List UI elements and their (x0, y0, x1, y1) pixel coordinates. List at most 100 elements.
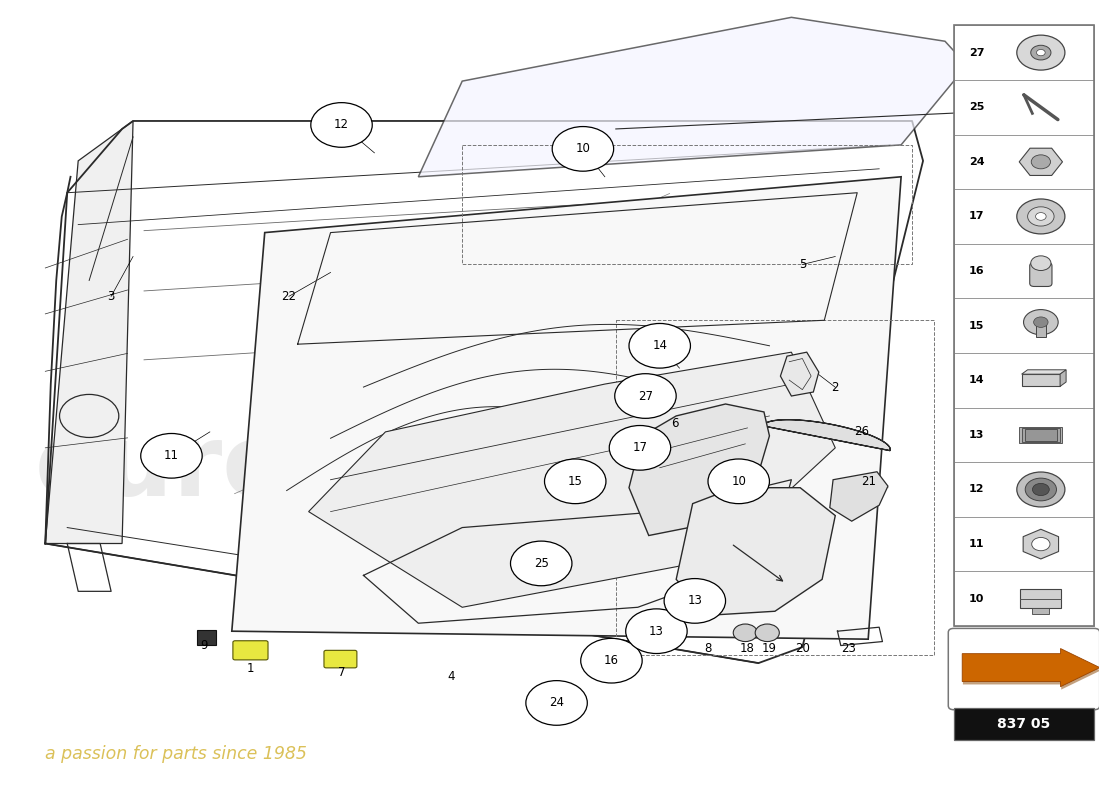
Text: 17: 17 (632, 442, 648, 454)
Text: 6: 6 (671, 418, 679, 430)
Text: 7: 7 (338, 666, 345, 679)
Circle shape (1031, 155, 1050, 169)
Text: 1: 1 (246, 662, 254, 675)
Text: 23: 23 (842, 642, 856, 655)
Text: 24: 24 (549, 697, 564, 710)
Circle shape (581, 638, 642, 683)
Circle shape (552, 126, 614, 171)
Text: 5: 5 (799, 258, 806, 271)
FancyBboxPatch shape (1021, 589, 1062, 608)
Circle shape (1031, 46, 1050, 60)
FancyBboxPatch shape (1022, 428, 1059, 442)
Text: 11: 11 (164, 450, 179, 462)
Text: 24: 24 (969, 157, 984, 167)
Circle shape (1023, 310, 1058, 334)
Polygon shape (232, 177, 901, 639)
FancyBboxPatch shape (954, 298, 1094, 353)
Polygon shape (1023, 530, 1058, 559)
Text: 837 05: 837 05 (998, 717, 1050, 731)
Circle shape (615, 374, 676, 418)
Text: 16: 16 (604, 654, 619, 667)
Text: 16: 16 (969, 266, 984, 276)
Polygon shape (45, 121, 133, 543)
FancyBboxPatch shape (954, 134, 1094, 189)
Text: 19: 19 (762, 642, 777, 655)
FancyBboxPatch shape (1036, 325, 1046, 337)
FancyBboxPatch shape (954, 708, 1094, 740)
Circle shape (1016, 472, 1065, 507)
Text: 25: 25 (969, 102, 984, 112)
FancyBboxPatch shape (954, 353, 1094, 407)
Text: 15: 15 (969, 321, 984, 330)
Text: 3: 3 (108, 290, 114, 303)
Text: 13: 13 (688, 594, 702, 607)
Circle shape (609, 426, 671, 470)
Text: 2: 2 (832, 381, 839, 394)
Text: 4: 4 (448, 670, 455, 683)
Text: 14: 14 (969, 375, 984, 386)
Polygon shape (763, 420, 890, 450)
Circle shape (510, 541, 572, 586)
FancyBboxPatch shape (954, 189, 1094, 244)
Text: 11: 11 (969, 539, 984, 549)
FancyBboxPatch shape (954, 407, 1094, 462)
FancyArrow shape (962, 649, 1100, 686)
Circle shape (1016, 35, 1065, 70)
Text: 13: 13 (649, 625, 664, 638)
FancyBboxPatch shape (954, 517, 1094, 571)
Polygon shape (780, 352, 818, 396)
Circle shape (1027, 207, 1054, 226)
Circle shape (311, 102, 372, 147)
FancyBboxPatch shape (233, 641, 268, 660)
Text: 15: 15 (568, 475, 583, 488)
FancyBboxPatch shape (954, 26, 1094, 80)
FancyArrow shape (962, 651, 1100, 690)
FancyBboxPatch shape (1033, 608, 1049, 614)
Polygon shape (418, 18, 967, 177)
Text: 8: 8 (704, 642, 712, 655)
Polygon shape (629, 404, 769, 535)
Circle shape (1025, 478, 1056, 501)
FancyBboxPatch shape (324, 650, 356, 668)
Text: 25: 25 (534, 557, 549, 570)
Text: 12: 12 (969, 485, 984, 494)
Circle shape (141, 434, 202, 478)
FancyBboxPatch shape (954, 80, 1094, 134)
Text: 27: 27 (969, 48, 984, 58)
FancyBboxPatch shape (954, 571, 1094, 626)
Circle shape (1031, 256, 1050, 270)
Circle shape (1035, 213, 1046, 220)
Text: 13: 13 (969, 430, 984, 440)
Circle shape (544, 459, 606, 504)
FancyBboxPatch shape (1025, 429, 1057, 441)
Polygon shape (1022, 370, 1066, 374)
Text: 22: 22 (282, 290, 296, 303)
Text: 18: 18 (740, 642, 755, 655)
Circle shape (1036, 50, 1045, 56)
Text: 21: 21 (860, 475, 876, 488)
FancyBboxPatch shape (948, 629, 1100, 710)
Text: 10: 10 (575, 142, 591, 155)
Polygon shape (676, 488, 835, 615)
Polygon shape (1060, 370, 1066, 386)
Text: 10: 10 (969, 594, 984, 604)
FancyBboxPatch shape (954, 244, 1094, 298)
Text: 10: 10 (732, 475, 746, 488)
FancyBboxPatch shape (1030, 262, 1052, 286)
Text: 17: 17 (969, 211, 984, 222)
Text: a passion for parts since 1985: a passion for parts since 1985 (45, 745, 307, 762)
Text: 14: 14 (652, 339, 668, 352)
Polygon shape (1020, 148, 1063, 175)
Polygon shape (1022, 374, 1060, 386)
Circle shape (664, 578, 726, 623)
Circle shape (629, 323, 691, 368)
Polygon shape (309, 352, 835, 607)
Circle shape (1016, 199, 1065, 234)
Text: 12: 12 (334, 118, 349, 131)
FancyBboxPatch shape (1020, 427, 1063, 442)
Text: europ: europ (34, 420, 363, 517)
Circle shape (1033, 483, 1049, 496)
FancyBboxPatch shape (197, 630, 217, 645)
Circle shape (708, 459, 769, 504)
Circle shape (1034, 317, 1048, 327)
